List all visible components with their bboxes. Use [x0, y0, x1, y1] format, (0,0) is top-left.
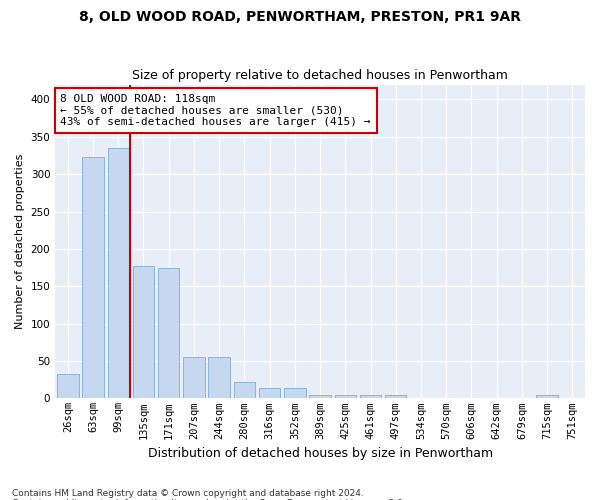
Bar: [536, 396, 558, 398]
Bar: [57, 374, 79, 398]
Bar: [158, 268, 179, 398]
Bar: [183, 358, 205, 399]
Bar: [82, 157, 104, 398]
Bar: [335, 394, 356, 398]
Bar: [284, 388, 305, 398]
Y-axis label: Number of detached properties: Number of detached properties: [15, 154, 25, 329]
Text: Contains HM Land Registry data © Crown copyright and database right 2024.: Contains HM Land Registry data © Crown c…: [12, 488, 364, 498]
Bar: [259, 388, 280, 398]
Bar: [208, 358, 230, 399]
Text: Contains public sector information licensed under the Open Government Licence v3: Contains public sector information licen…: [12, 498, 406, 500]
Bar: [133, 266, 154, 398]
Bar: [360, 394, 381, 398]
Text: 8 OLD WOOD ROAD: 118sqm
← 55% of detached houses are smaller (530)
43% of semi-d: 8 OLD WOOD ROAD: 118sqm ← 55% of detache…: [61, 94, 371, 127]
Text: 8, OLD WOOD ROAD, PENWORTHAM, PRESTON, PR1 9AR: 8, OLD WOOD ROAD, PENWORTHAM, PRESTON, P…: [79, 10, 521, 24]
X-axis label: Distribution of detached houses by size in Penwortham: Distribution of detached houses by size …: [148, 447, 493, 460]
Bar: [107, 148, 129, 399]
Bar: [385, 396, 406, 398]
Title: Size of property relative to detached houses in Penwortham: Size of property relative to detached ho…: [132, 69, 508, 82]
Bar: [233, 382, 255, 398]
Bar: [310, 394, 331, 398]
